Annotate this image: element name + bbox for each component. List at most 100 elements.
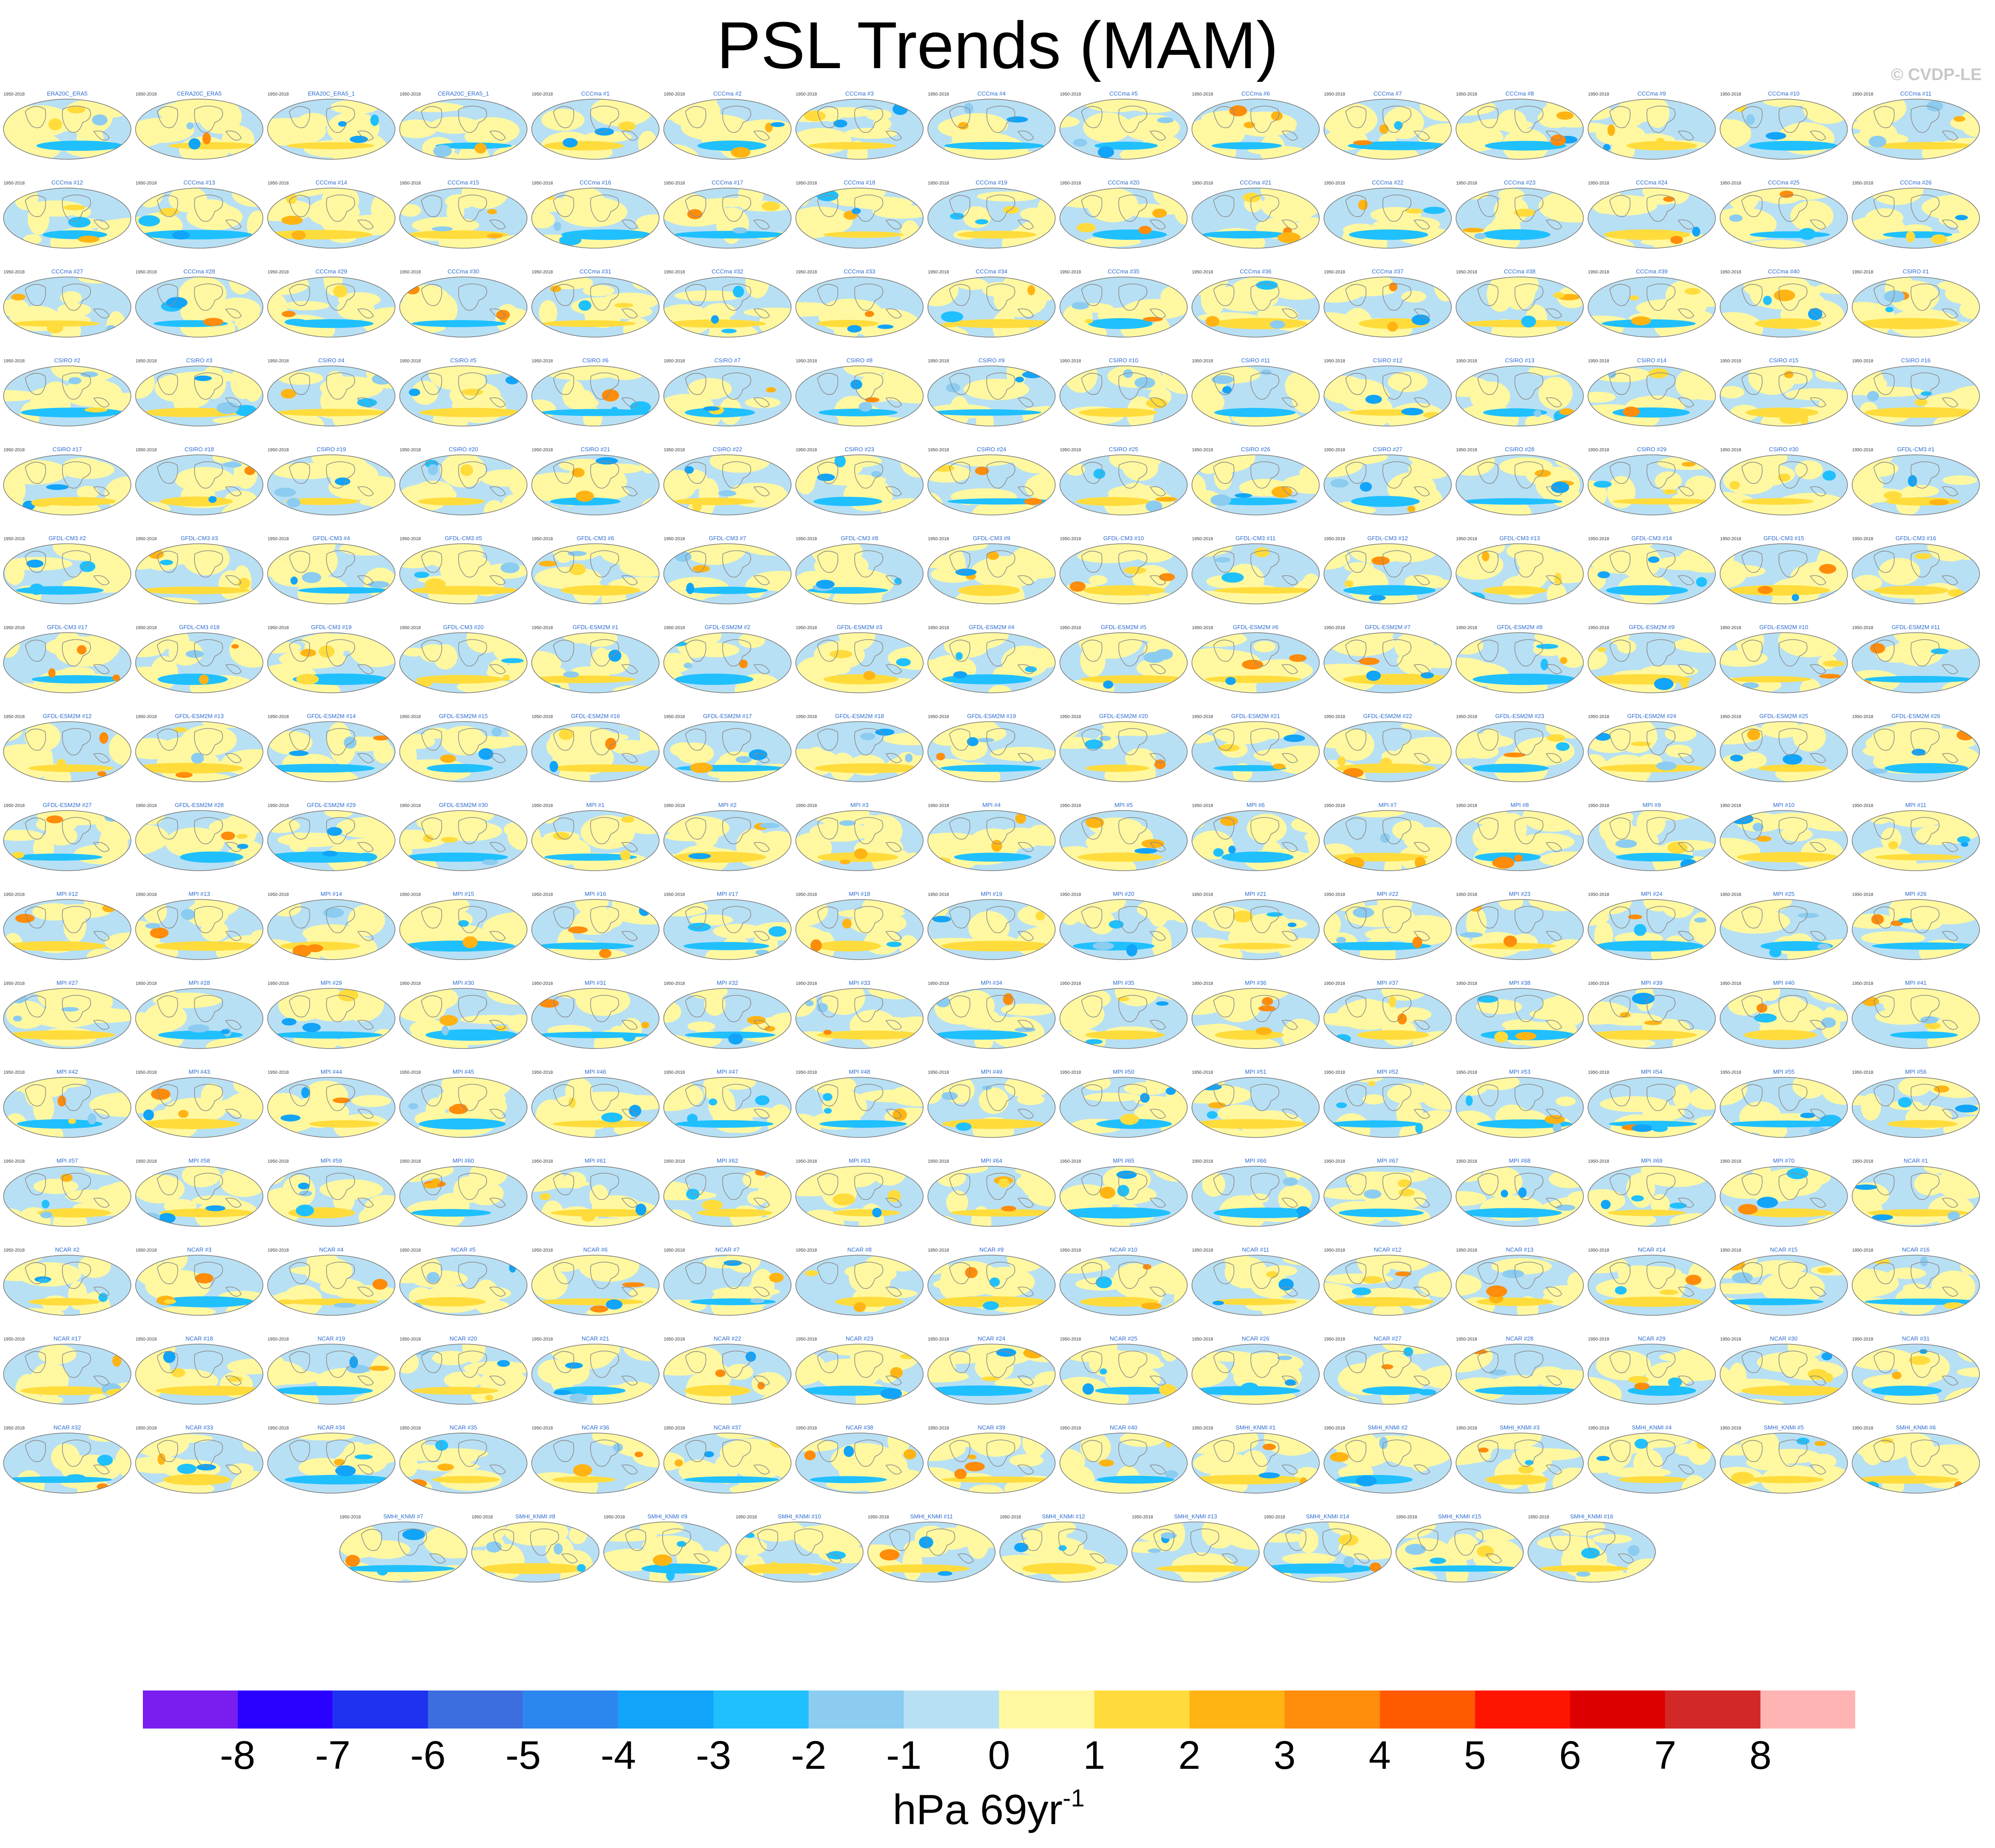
trend-blob: [411, 320, 506, 327]
trend-blob: [1957, 730, 1974, 741]
trend-blob: [268, 1120, 291, 1137]
trend-blob: [1116, 1170, 1137, 1179]
trend-blob: [88, 1433, 125, 1442]
trend-blob: [326, 827, 342, 836]
trend-blob: [1742, 682, 1759, 689]
panel-title: NCAR #9: [979, 1246, 1004, 1253]
trend-blob: [1729, 481, 1740, 490]
panel-title: NCAR #31: [1902, 1335, 1930, 1342]
trend-blob: [796, 128, 852, 154]
panel-period: 1950-2018: [796, 892, 817, 897]
trend-blob: [1380, 757, 1393, 770]
map-border: [927, 188, 1056, 249]
panel-period: 1950-2018: [1456, 981, 1477, 986]
trend-blob: [760, 822, 780, 829]
trend-blob: [63, 204, 86, 211]
panel-title: GFDL-CM3 #17: [47, 624, 88, 630]
trend-blob: [569, 563, 586, 575]
trend-blob: [1553, 292, 1565, 299]
trend-blob: [1407, 506, 1416, 512]
trend-blob: [890, 1367, 903, 1379]
trend-blob: [1732, 1272, 1753, 1283]
trend-blob: [569, 732, 629, 743]
trend-blob: [1604, 1296, 1703, 1307]
panel-title: MPI #63: [849, 1157, 870, 1164]
trend-blob: [1105, 722, 1172, 736]
trend-blob: [1258, 1005, 1276, 1011]
trend-blob: [1256, 280, 1278, 290]
panel-title: GFDL-CM3 #19: [311, 624, 352, 630]
trend-blob: [622, 1282, 645, 1287]
coastline: [1741, 106, 1763, 128]
trend-blob: [231, 1471, 263, 1493]
trend-blob: [482, 859, 499, 865]
trend-blob: [1774, 996, 1809, 1026]
panel-period: 1950-2018: [928, 892, 949, 897]
trend-blob: [623, 317, 651, 337]
trend-blob: [1211, 375, 1234, 384]
panel-title: CCCma #36: [1240, 268, 1272, 275]
coastline: [685, 284, 706, 306]
trend-blob: [1588, 392, 1616, 403]
map-border: [399, 277, 528, 338]
trend-blob: [1474, 233, 1486, 239]
trend-blob: [1780, 414, 1802, 424]
trend-blob: [552, 1120, 656, 1128]
trend-blob: [276, 409, 390, 416]
trend-blob: [1240, 1382, 1259, 1395]
trend-blob: [745, 277, 769, 299]
trend-blob: [372, 1279, 388, 1290]
panel-title: CCCma #2: [713, 90, 741, 97]
trend-blob: [1109, 920, 1124, 929]
trend-blob: [601, 292, 659, 311]
trend-blob: [1503, 752, 1526, 757]
trend-blob: [928, 324, 968, 337]
panel-title: NCAR #24: [978, 1335, 1005, 1342]
trend-blob: [1943, 1302, 1964, 1309]
trend-blob: [426, 764, 494, 773]
panel-period: 1950-2018: [1324, 1248, 1345, 1253]
panel-title: MPI #52: [1377, 1068, 1398, 1075]
coastline: [1873, 195, 1895, 217]
trend-blob: [399, 204, 421, 217]
trend-blob: [422, 834, 434, 843]
panel-period: 1950-2018: [1192, 626, 1213, 630]
coastline: [590, 194, 619, 222]
panel-title: GFDL-ESM2M #21: [1231, 713, 1280, 719]
trend-blob: [1720, 119, 1751, 148]
panel-title: CSIRO #13: [1505, 357, 1534, 364]
trend-blob: [1617, 639, 1637, 653]
panel-title: CSIRO #6: [582, 357, 608, 364]
panel-period: 1950-2018: [268, 1337, 289, 1342]
trend-blob: [1758, 764, 1828, 772]
trend-blob: [432, 226, 453, 231]
panel-period: 1950-2018: [136, 1248, 157, 1253]
trend-blob: [560, 585, 641, 596]
panel-title: CSIRO #26: [1241, 446, 1270, 453]
trend-blob: [1891, 1372, 1902, 1379]
trend-blob: [135, 1174, 185, 1204]
panel-title: CSIRO #12: [1373, 357, 1402, 364]
trend-blob: [1412, 314, 1430, 326]
trend-blob: [28, 764, 114, 772]
coastline: [854, 372, 883, 400]
panel-title: NCAR #13: [1506, 1246, 1533, 1253]
panel-period: 1950-2018: [1588, 803, 1609, 808]
coastline: [1911, 194, 1940, 222]
trend-field: [135, 366, 263, 425]
trend-blob: [1254, 547, 1270, 557]
panel-title: MPI #54: [1641, 1068, 1662, 1075]
trend-field: [4, 988, 131, 1049]
trend-blob: [1218, 744, 1240, 752]
trend-blob: [1611, 103, 1645, 128]
trend-blob: [1262, 997, 1273, 1006]
panel-period: 1950-2018: [1456, 892, 1477, 897]
panel-title: NCAR #4: [319, 1246, 344, 1253]
